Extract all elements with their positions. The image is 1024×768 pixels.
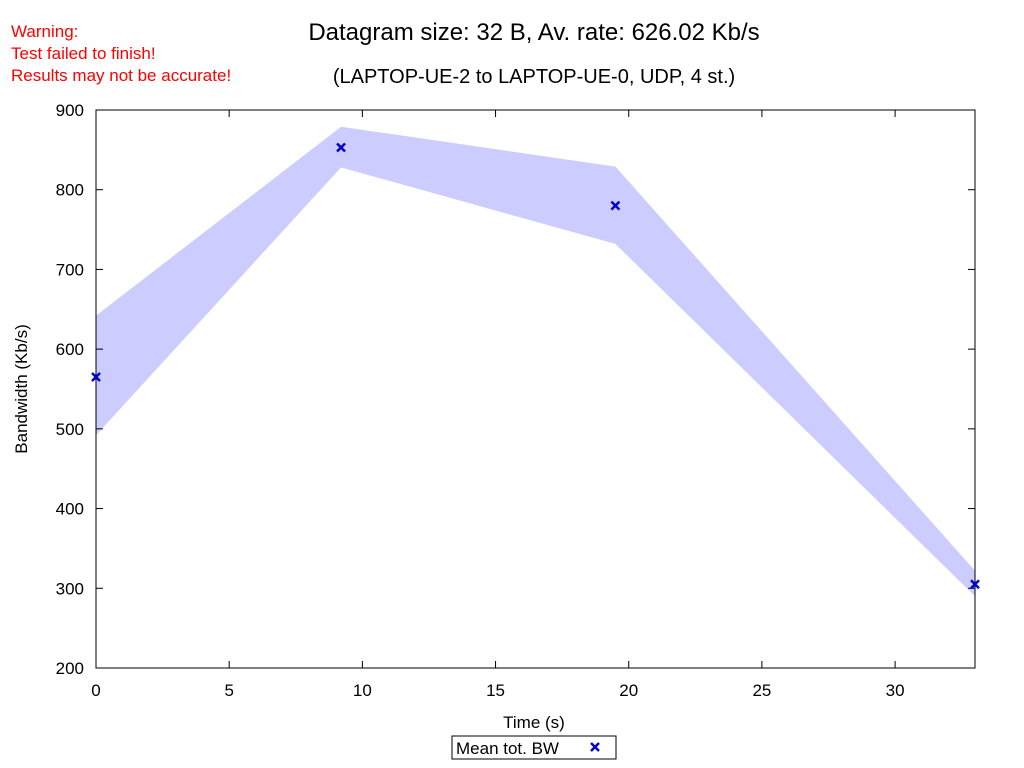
chart-subtitle: (LAPTOP-UE-2 to LAPTOP-UE-0, UDP, 4 st.) [333, 66, 735, 88]
confidence-band [96, 126, 975, 597]
x-tick-label: 30 [886, 681, 905, 700]
warning-line-2: Test failed to finish! [11, 44, 156, 63]
x-tick-label: 5 [224, 681, 233, 700]
x-tick-label: 25 [752, 681, 771, 700]
x-tick-label: 0 [91, 681, 100, 700]
y-tick-label: 600 [56, 340, 84, 359]
marker-stroke [336, 142, 346, 153]
legend-marker-glyph [590, 742, 600, 752]
legend: Mean tot. BW [451, 735, 617, 760]
y-tick-label: 200 [56, 659, 84, 678]
x-tick-label: 15 [486, 681, 505, 700]
marker-stroke [610, 200, 621, 211]
x-tick-label: 10 [353, 681, 372, 700]
plot-frame [95, 109, 976, 669]
legend-box [451, 735, 617, 760]
warning-line-3: Results may not be accurate! [11, 66, 232, 85]
warning-line-1: Warning: [11, 22, 79, 41]
x-axis-label: Time (s) [503, 713, 565, 732]
marker-stroke [590, 742, 600, 752]
legend-label: Mean tot. BW [456, 739, 559, 758]
y-tick-label: 500 [56, 420, 84, 439]
data-point-marker [610, 200, 621, 211]
y-tick-label: 900 [56, 101, 84, 120]
marker-stroke [91, 372, 101, 382]
x-tick-label: 20 [619, 681, 638, 700]
y-tick-label: 300 [56, 579, 84, 598]
data-point-marker [336, 142, 346, 153]
y-axis-label: Bandwidth (Kb/s) [12, 324, 31, 453]
legend-marker-icon [590, 742, 600, 752]
data-point-marker [91, 372, 101, 382]
chart-title: Datagram size: 32 B, Av. rate: 626.02 Kb… [308, 19, 759, 46]
data-point-marker [970, 579, 980, 590]
y-tick-label: 700 [56, 260, 84, 279]
y-tick-label: 800 [56, 181, 84, 200]
marker-stroke [970, 579, 980, 590]
y-tick-label: 400 [56, 500, 84, 519]
